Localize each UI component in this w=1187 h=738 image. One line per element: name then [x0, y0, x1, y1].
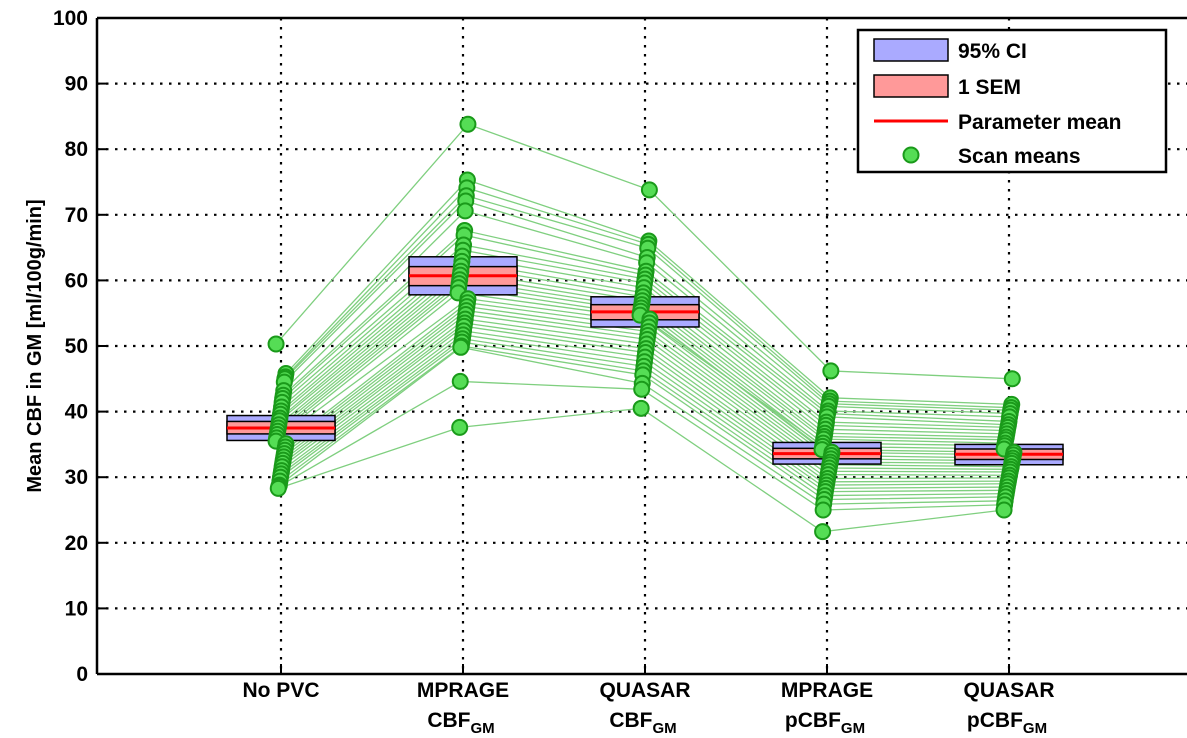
x-category-label-line2: CBFGM — [609, 709, 676, 737]
y-tick-label: 40 — [65, 401, 88, 424]
legend-sem-swatch — [873, 74, 949, 98]
y-tick-label: 80 — [65, 138, 88, 161]
y-ticks: 0 10 20 30 40 50 60 70 80 90 100 — [53, 7, 107, 686]
scan-marker — [267, 335, 285, 353]
y-tick-label: 20 — [65, 532, 88, 555]
legend-ci-swatch — [873, 38, 949, 62]
scan-marker — [995, 501, 1013, 519]
scan-marker — [452, 338, 470, 356]
legend-label: Parameter mean — [958, 111, 1121, 134]
scan-markers — [267, 115, 1023, 541]
legend-label: 95% CI — [958, 40, 1027, 63]
legend-label: 1 SEM — [958, 76, 1021, 99]
x-category-label: QUASAR — [963, 679, 1054, 702]
scan-marker — [1003, 370, 1021, 388]
y-tick-label: 30 — [65, 466, 88, 489]
y-tick-label: 0 — [76, 663, 88, 686]
y-tick-label: 70 — [65, 204, 88, 227]
x-category-label: No PVC — [242, 679, 319, 702]
scan-marker — [456, 202, 474, 220]
legend: 95% CI 1 SEM Parameter mean Scan means — [856, 28, 1168, 174]
scan-marker — [640, 181, 658, 199]
x-category-label: MPRAGE — [417, 679, 509, 702]
x-categories: No PVC MPRAGE CBFGM QUASAR CBFGM MPRAGE pCBFGM… — [242, 664, 1055, 737]
x-category-label-line2: pCBFGM — [785, 709, 865, 737]
scan-marker — [269, 479, 287, 497]
legend-label: Scan means — [958, 145, 1081, 168]
y-tick-label: 100 — [53, 7, 88, 30]
x-category-label-line2: pCBFGM — [967, 709, 1047, 737]
y-tick-label: 10 — [65, 597, 88, 620]
scan-marker — [459, 115, 477, 133]
scan-marker — [451, 418, 469, 436]
scan-marker — [822, 362, 840, 380]
y-tick-label: 90 — [65, 73, 88, 96]
legend-marker-swatch — [902, 146, 920, 164]
scan-marker — [814, 501, 832, 519]
y-axis-title: Mean CBF in GM [ml/100g/min] — [24, 199, 46, 492]
x-category-label: MPRAGE — [781, 679, 873, 702]
scan-marker — [633, 380, 651, 398]
scan-marker — [451, 372, 469, 390]
scan-marker — [632, 399, 650, 417]
x-category-label: QUASAR — [599, 679, 690, 702]
y-tick-label: 60 — [65, 269, 88, 292]
scan-marker — [814, 523, 832, 541]
x-category-label-line2: CBFGM — [427, 709, 494, 737]
y-tick-label: 50 — [65, 335, 88, 358]
